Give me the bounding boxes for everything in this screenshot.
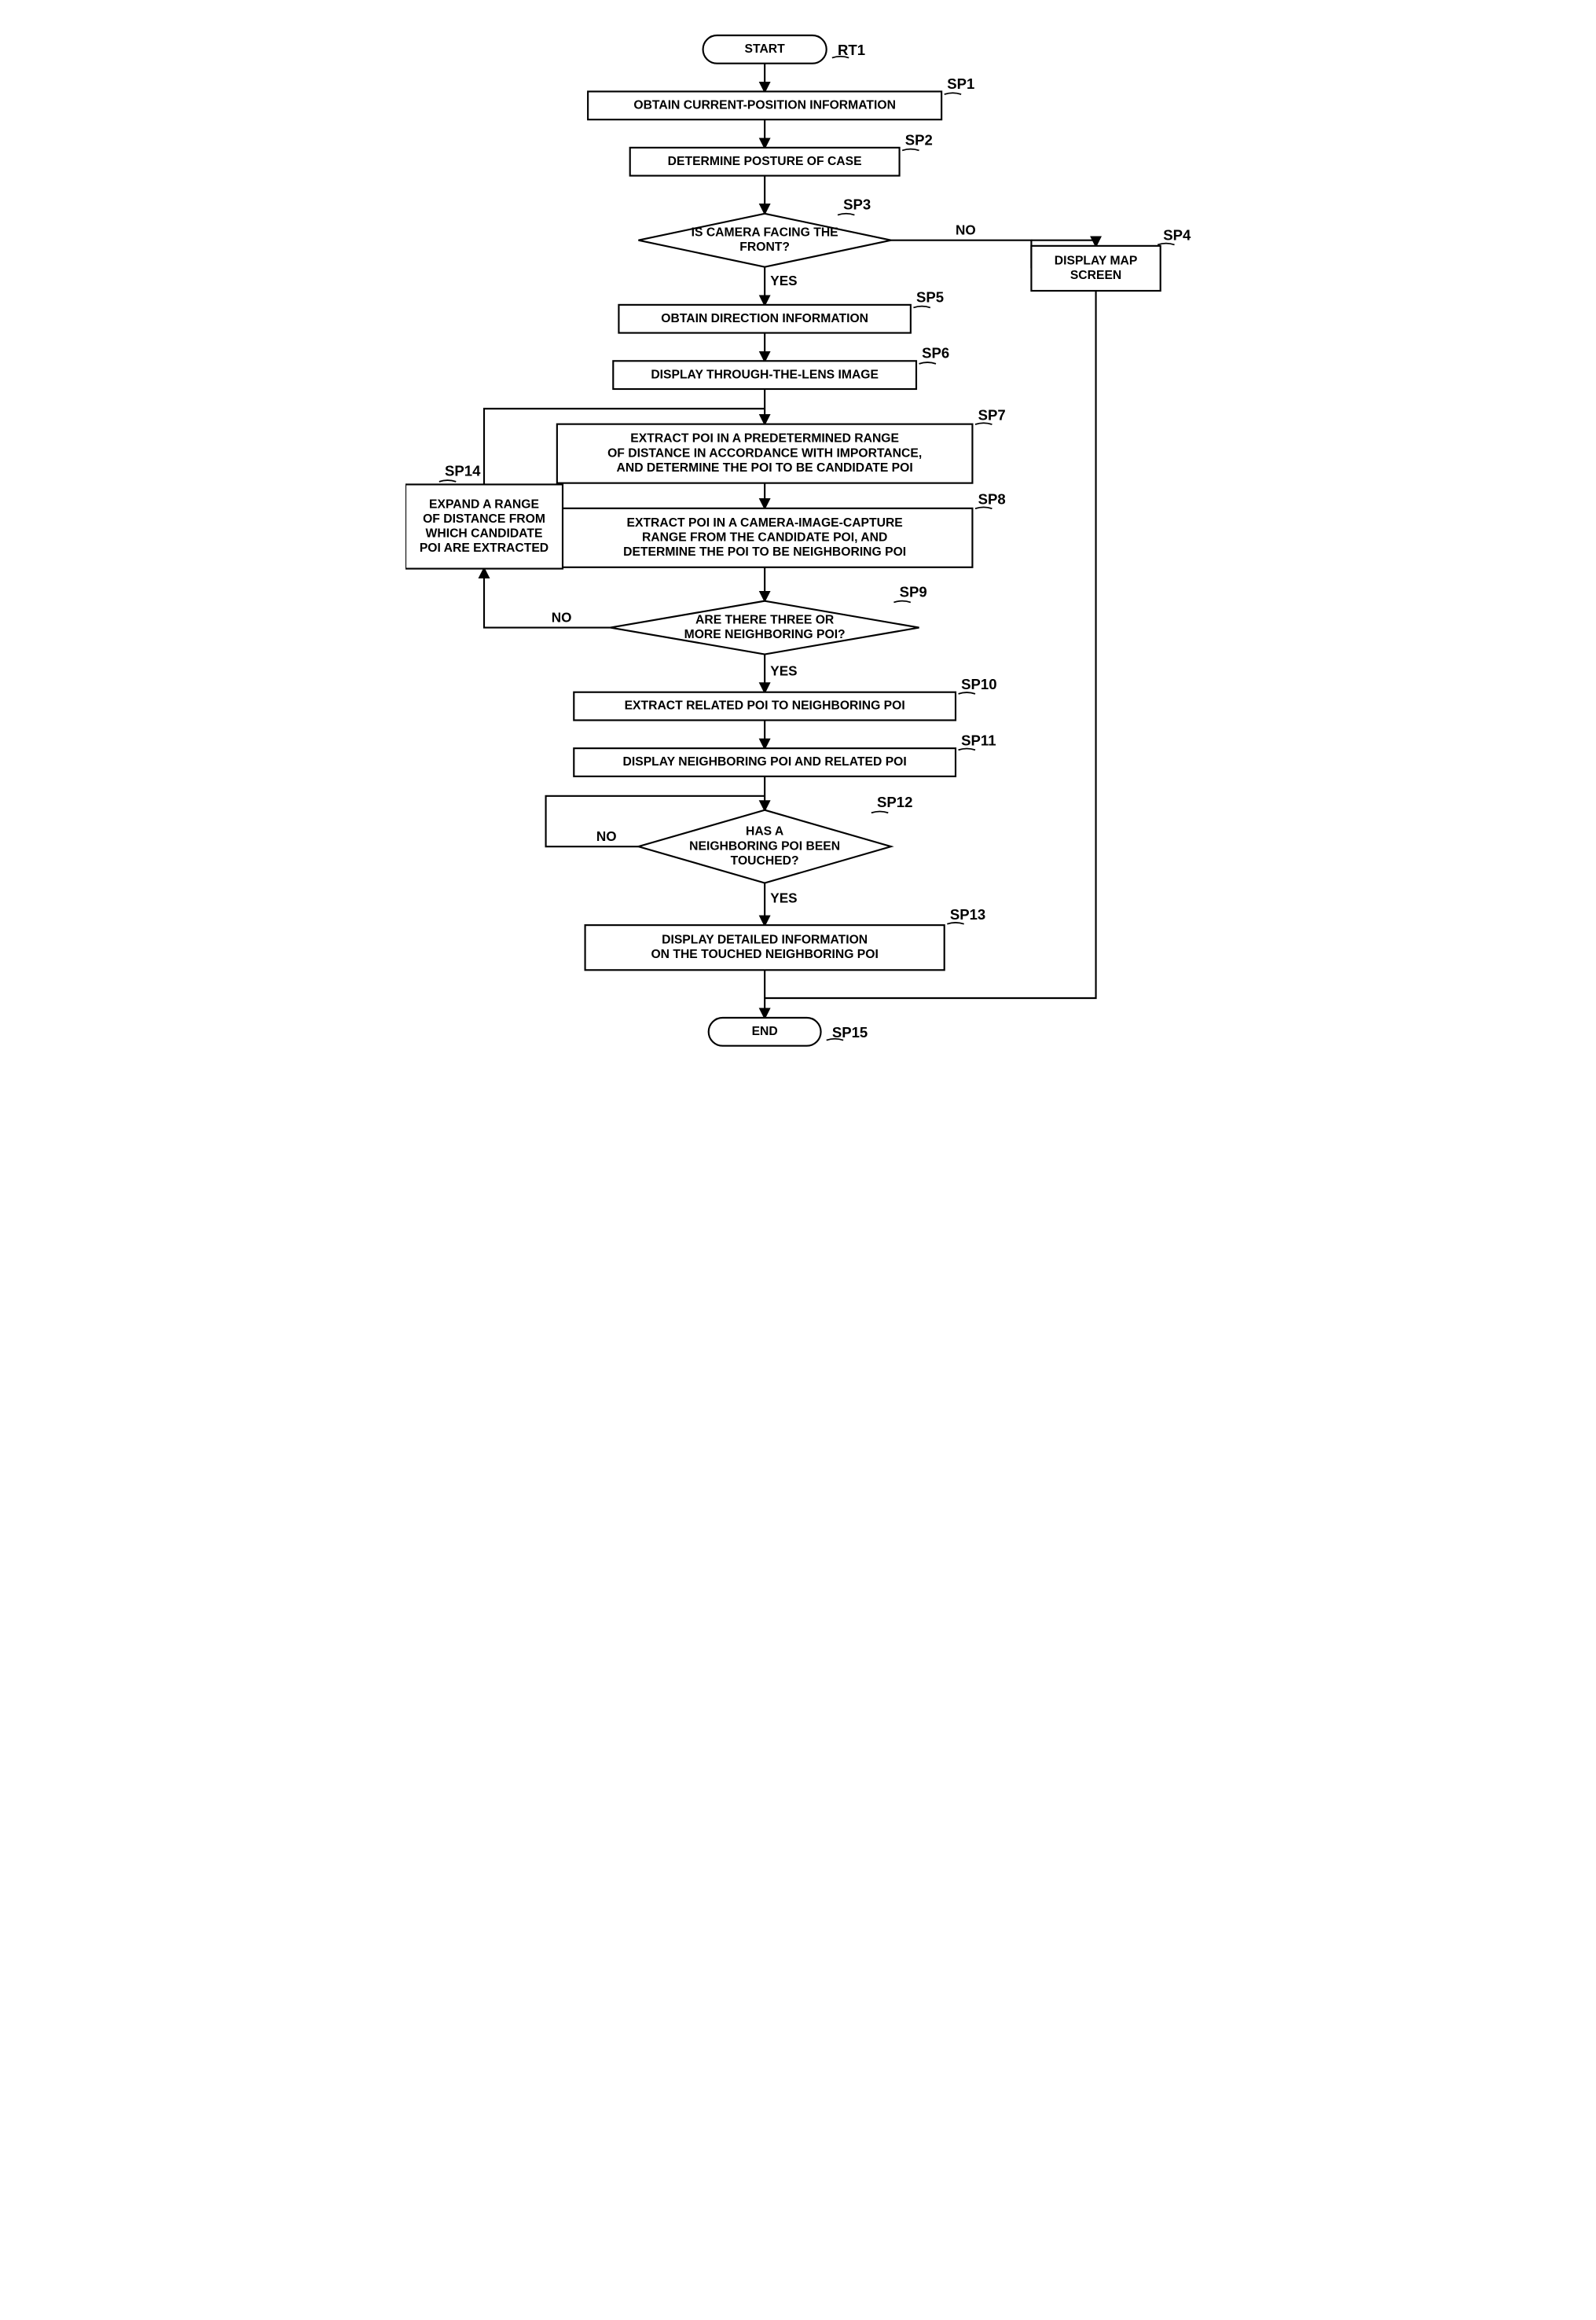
step-label: SP7 <box>978 406 1005 423</box>
node-text: HAS A <box>746 825 783 839</box>
node-text: FRONT? <box>739 240 790 254</box>
node-text: POI ARE EXTRACTED <box>419 541 548 555</box>
node-sp2: DETERMINE POSTURE OF CASE SP2 <box>629 131 932 175</box>
step-label: SP14 <box>445 463 481 479</box>
step-label: SP10 <box>961 676 996 692</box>
node-text: DISPLAY MAP <box>1054 254 1137 267</box>
node-text: EXPAND A RANGE <box>429 497 539 511</box>
edge-label: YES <box>770 663 797 678</box>
step-label: SP4 <box>1163 227 1191 244</box>
node-text: RANGE FROM THE CANDIDATE POI, AND <box>641 530 886 544</box>
edge-label: NO <box>596 828 616 844</box>
node-sp1: OBTAIN CURRENT-POSITION INFORMATION SP1 <box>588 75 974 119</box>
step-label: SP8 <box>978 490 1005 507</box>
node-text: MORE NEIGHBORING POI? <box>684 628 845 641</box>
step-label: SP3 <box>843 196 871 212</box>
node-text: OF DISTANCE FROM <box>423 512 545 526</box>
step-label: SP15 <box>831 1024 867 1041</box>
node-text: START <box>744 42 785 56</box>
node-text: OBTAIN CURRENT-POSITION INFORMATION <box>633 98 896 112</box>
node-text: OBTAIN DIRECTION INFORMATION <box>661 312 868 325</box>
step-label: SP9 <box>899 583 926 600</box>
node-text: EXTRACT POI IN A PREDETERMINED RANGE <box>630 432 899 446</box>
step-label: SP5 <box>915 288 943 305</box>
step-label: SP1 <box>947 75 974 92</box>
node-sp6: DISPLAY THROUGH-THE-LENS IMAGE SP6 <box>613 345 949 389</box>
step-label: SP2 <box>904 131 932 148</box>
node-sp7: EXTRACT POI IN A PREDETERMINED RANGEOF D… <box>556 406 1005 483</box>
node-text: DETERMINE POSTURE OF CASE <box>667 155 861 168</box>
node-start: START RT1 <box>703 35 865 64</box>
node-sp10: EXTRACT RELATED POI TO NEIGHBORING POI SP… <box>574 676 996 720</box>
node-text: DISPLAY NEIGHBORING POI AND RELATED POI <box>622 755 906 769</box>
node-text: EXTRACT RELATED POI TO NEIGHBORING POI <box>624 699 904 713</box>
step-label: SP13 <box>949 906 985 923</box>
step-label: SP11 <box>961 732 996 749</box>
node-sp9: ARE THERE THREE OR MORE NEIGHBORING POI? S… <box>610 583 926 654</box>
node-text: DISPLAY DETAILED INFORMATION <box>662 934 868 947</box>
step-label: SP12 <box>876 794 912 810</box>
node-text: ON THE TOUCHED NEIGHBORING POI <box>651 948 878 961</box>
edge-label: YES <box>770 890 797 906</box>
step-label: RT1 <box>838 42 865 58</box>
node-text: EXTRACT POI IN A CAMERA-IMAGE-CAPTURE <box>626 516 902 530</box>
node-sp8: EXTRACT POI IN A CAMERA-IMAGE-CAPTURERAN… <box>556 490 1005 567</box>
node-text: OF DISTANCE IN ACCORDANCE WITH IMPORTANC… <box>607 446 922 460</box>
node-text: WHICH CANDIDATE <box>425 527 542 540</box>
node-sp11: DISPLAY NEIGHBORING POI AND RELATED POI S… <box>574 732 996 776</box>
edge-label: NO <box>955 222 975 238</box>
node-text: DISPLAY THROUGH-THE-LENS IMAGE <box>651 368 879 381</box>
node-text: NEIGHBORING POI BEEN <box>689 839 840 853</box>
node-text: IS CAMERA FACING THE <box>691 226 838 240</box>
node-sp4: DISPLAY MAP SCREEN SP4 <box>1031 227 1191 291</box>
node-text: DETERMINE THE POI TO BE NEIGHBORING POI <box>623 545 906 559</box>
node-text: END <box>751 1025 777 1038</box>
node-end: END SP15 <box>708 1018 868 1046</box>
flowchart-diagram: YES NO YES NO YES NO START RT1 OBTAIN CURRENT-PO… <box>405 16 1191 1161</box>
node-sp13: DISPLAY DETAILED INFORMATIONON THE TOUCH… <box>585 906 985 970</box>
node-sp5: OBTAIN DIRECTION INFORMATION SP5 <box>618 288 944 332</box>
edge-label: YES <box>770 273 797 288</box>
node-text: SCREEN <box>1070 269 1121 282</box>
node-text: ARE THERE THREE OR <box>695 613 835 626</box>
node-text: AND DETERMINE THE POI TO BE CANDIDATE PO… <box>616 461 912 475</box>
edge-label: NO <box>551 609 571 625</box>
node-text: TOUCHED? <box>730 854 798 868</box>
node-sp12: HAS ANEIGHBORING POI BEENTOUCHED? SP12 <box>638 794 912 883</box>
step-label: SP6 <box>922 345 949 362</box>
